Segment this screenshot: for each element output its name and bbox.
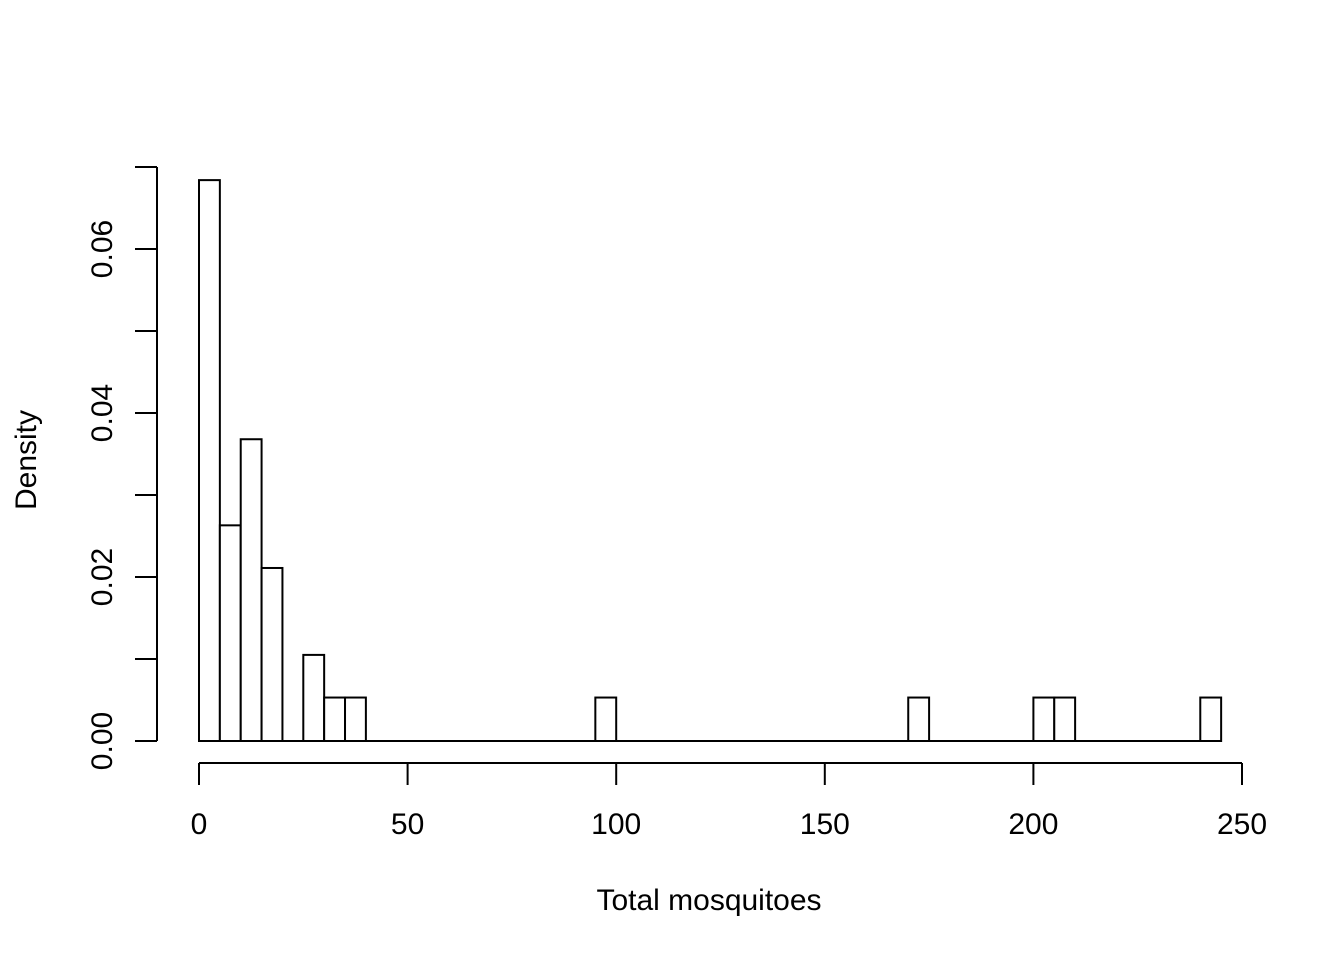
histogram-bar: [302, 653, 326, 743]
histogram-bar: [323, 696, 347, 742]
histogram-bar: [239, 438, 263, 742]
histogram-bar: [198, 179, 221, 742]
x-tick-label: 150: [800, 808, 850, 841]
x-tick-label: 200: [1008, 808, 1058, 841]
y-axis: 0.00 0.02 0.04 0.06: [86, 166, 158, 770]
histogram-bar: [344, 696, 367, 742]
x-axis-title: Total mosquitoes: [596, 884, 821, 917]
histogram-bar: [1032, 696, 1056, 742]
y-tick-label: 0.06: [86, 220, 119, 278]
x-tick-label: 250: [1217, 808, 1267, 841]
y-tick-label: 0.00: [86, 712, 119, 770]
histogram-bar: [1199, 696, 1223, 742]
y-tick-label: 0.02: [86, 548, 119, 606]
histogram-bar: [1053, 696, 1077, 742]
x-axis: 0 50 100 150 200 250: [191, 762, 1267, 841]
x-tick-label: 0: [191, 808, 208, 841]
histogram-bar: [218, 524, 242, 743]
x-tick-label: 100: [591, 808, 641, 841]
histogram-bar: [260, 566, 284, 742]
y-axis-title: Density: [10, 410, 43, 510]
x-tick-label: 50: [391, 808, 424, 841]
histogram-bar: [594, 696, 618, 742]
y-tick-label: 0.04: [86, 384, 119, 442]
histogram-bar: [907, 696, 931, 742]
histogram-bars: [198, 179, 1223, 743]
